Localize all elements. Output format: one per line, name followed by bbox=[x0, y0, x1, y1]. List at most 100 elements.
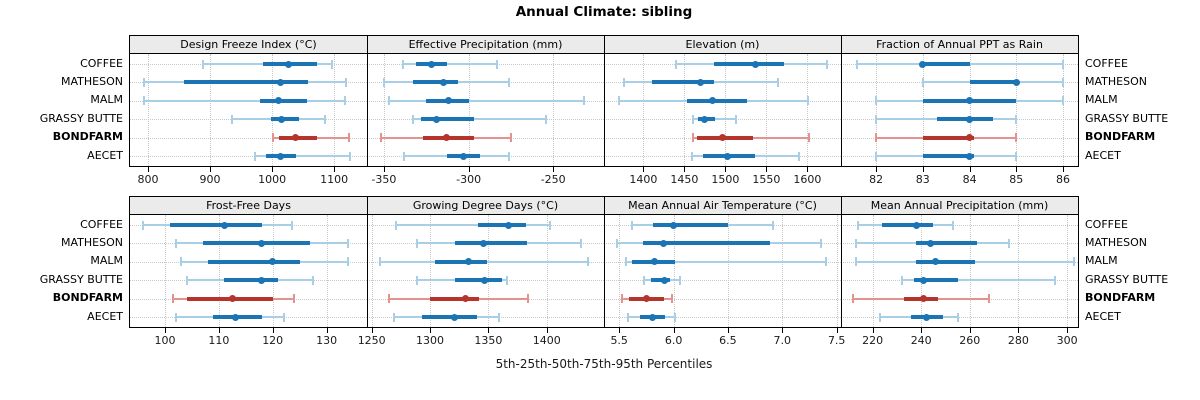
axis-tick-label: 86 bbox=[1056, 173, 1070, 186]
range-5-25 bbox=[876, 99, 923, 102]
panel-separator bbox=[366, 36, 368, 166]
median-dot-malm bbox=[275, 97, 283, 105]
axis-tick bbox=[272, 167, 274, 172]
range-75-95 bbox=[261, 316, 284, 318]
row-label-grassy-butte-left: GRASSY BUTTE bbox=[39, 272, 123, 286]
gridline-vertical bbox=[836, 215, 838, 327]
panel-plot-design-freeze-index-c bbox=[130, 54, 367, 166]
whisker-cap-left bbox=[875, 151, 878, 161]
panel-strip-elevation-m: Elevation (m) bbox=[604, 36, 841, 54]
whisker-cap-left bbox=[622, 77, 625, 87]
whisker-cap-right bbox=[497, 312, 500, 322]
whisker-cap-right bbox=[1062, 96, 1065, 106]
gridline-horizontal bbox=[130, 156, 367, 157]
whisker-cap-left bbox=[174, 238, 177, 248]
whisker-cap-right bbox=[1073, 257, 1076, 267]
gridline-vertical bbox=[218, 215, 220, 327]
axis-tick bbox=[619, 328, 621, 333]
whisker-cap-right bbox=[808, 133, 811, 143]
range-5-25 bbox=[181, 260, 209, 263]
axis-tick bbox=[210, 167, 211, 172]
median-dot-coffee bbox=[504, 221, 512, 229]
range-25-75 bbox=[650, 278, 671, 283]
gridline-vertical bbox=[619, 215, 621, 327]
panel-plot-growing-degree-days-c bbox=[367, 215, 604, 327]
gridline-horizontal bbox=[604, 317, 841, 318]
median-dot-bondfarm bbox=[966, 134, 974, 142]
range-5-25 bbox=[412, 118, 422, 121]
whisker-cap-left bbox=[416, 275, 419, 285]
whisker-cap-right bbox=[348, 133, 350, 143]
range-75-95 bbox=[468, 99, 584, 102]
range-25-75 bbox=[183, 80, 309, 85]
axis-tick bbox=[272, 328, 274, 333]
median-dot-aecet bbox=[966, 152, 974, 160]
whisker-cap-left bbox=[875, 96, 878, 106]
median-dot-malm bbox=[966, 97, 974, 105]
range-5-25 bbox=[143, 224, 171, 226]
axis-tick-label: 84 bbox=[962, 173, 977, 186]
gridline-vertical bbox=[371, 215, 373, 327]
axis-tick bbox=[673, 328, 675, 333]
range-5-25 bbox=[691, 155, 704, 157]
whisker-cap-right bbox=[349, 151, 352, 161]
whisker-cap-right bbox=[671, 294, 674, 304]
range-75-95 bbox=[272, 297, 295, 300]
axis-tick bbox=[1067, 328, 1069, 333]
whisker-cap-left bbox=[231, 114, 234, 124]
median-dot-grassy-butte bbox=[481, 276, 489, 284]
row-label-aecet-left: AECET bbox=[87, 148, 123, 162]
whisker-cap-right bbox=[582, 96, 585, 106]
range-5-25 bbox=[879, 316, 912, 318]
range-25-75 bbox=[202, 241, 311, 246]
range-5-25 bbox=[232, 118, 271, 121]
whisker-cap-left bbox=[185, 275, 188, 285]
range-75-95 bbox=[295, 155, 351, 157]
row-label-bondfarm-right: BONDFARM bbox=[1085, 291, 1156, 305]
whisker-cap-right bbox=[1062, 59, 1065, 69]
gridline-vertical bbox=[546, 215, 548, 327]
range-75-95 bbox=[261, 224, 292, 226]
panel-separator bbox=[603, 197, 605, 327]
range-75-95 bbox=[473, 136, 511, 139]
range-5-25 bbox=[627, 316, 640, 318]
whisker-cap-right bbox=[293, 294, 296, 304]
median-dot-aecet bbox=[276, 152, 284, 160]
panel-row-2: Frost-Free Days Growing Degree Days (°C) M… bbox=[129, 196, 1079, 328]
whisker-cap-right bbox=[956, 312, 959, 322]
whisker-cap-left bbox=[416, 238, 419, 248]
axis-tick-label: 220 bbox=[862, 334, 884, 347]
range-25-75 bbox=[882, 223, 934, 227]
axis-row-2: 100 110 120 130 1250 1300 1350 1400 5.5 6.0 6.5 7.0… bbox=[130, 328, 1078, 350]
median-dot-bondfarm bbox=[920, 295, 928, 303]
gridline-vertical bbox=[807, 54, 809, 166]
range-5-25 bbox=[693, 136, 698, 139]
axis-tick-label: 1450 bbox=[670, 173, 699, 186]
range-75-95 bbox=[746, 99, 809, 102]
axis-tick bbox=[684, 167, 686, 172]
range-5-25 bbox=[175, 316, 214, 318]
row-label-malm-left: MALM bbox=[90, 254, 123, 268]
median-dot-coffee bbox=[220, 221, 228, 229]
axis-tick bbox=[643, 167, 645, 172]
row-label-matheson-right: MATHESON bbox=[1085, 74, 1147, 88]
gridline-vertical bbox=[1067, 215, 1069, 327]
median-dot-aecet bbox=[451, 313, 459, 321]
median-dot-bondfarm bbox=[718, 134, 726, 142]
whisker-cap-left bbox=[142, 220, 145, 230]
whisker-cap-right bbox=[679, 275, 682, 285]
gridline-vertical bbox=[1063, 54, 1064, 166]
range-75-95 bbox=[938, 297, 990, 300]
axis-tick-label: 1000 bbox=[258, 173, 287, 186]
gridline-vertical bbox=[921, 215, 923, 327]
range-5-25 bbox=[254, 155, 266, 157]
panel-plot-frost-free-days bbox=[130, 215, 367, 327]
median-dot-matheson bbox=[258, 239, 266, 247]
range-25-75 bbox=[208, 259, 300, 264]
gridline-vertical bbox=[766, 54, 768, 166]
row-label-malm-left: MALM bbox=[90, 93, 123, 107]
axis-tick-label: 300 bbox=[1056, 334, 1078, 347]
panel-strip-frost-free-days: Frost-Free Days bbox=[130, 197, 367, 215]
row-label-grassy-butte-right: GRASSY BUTTE bbox=[1085, 111, 1169, 125]
gridline-vertical bbox=[553, 54, 555, 166]
